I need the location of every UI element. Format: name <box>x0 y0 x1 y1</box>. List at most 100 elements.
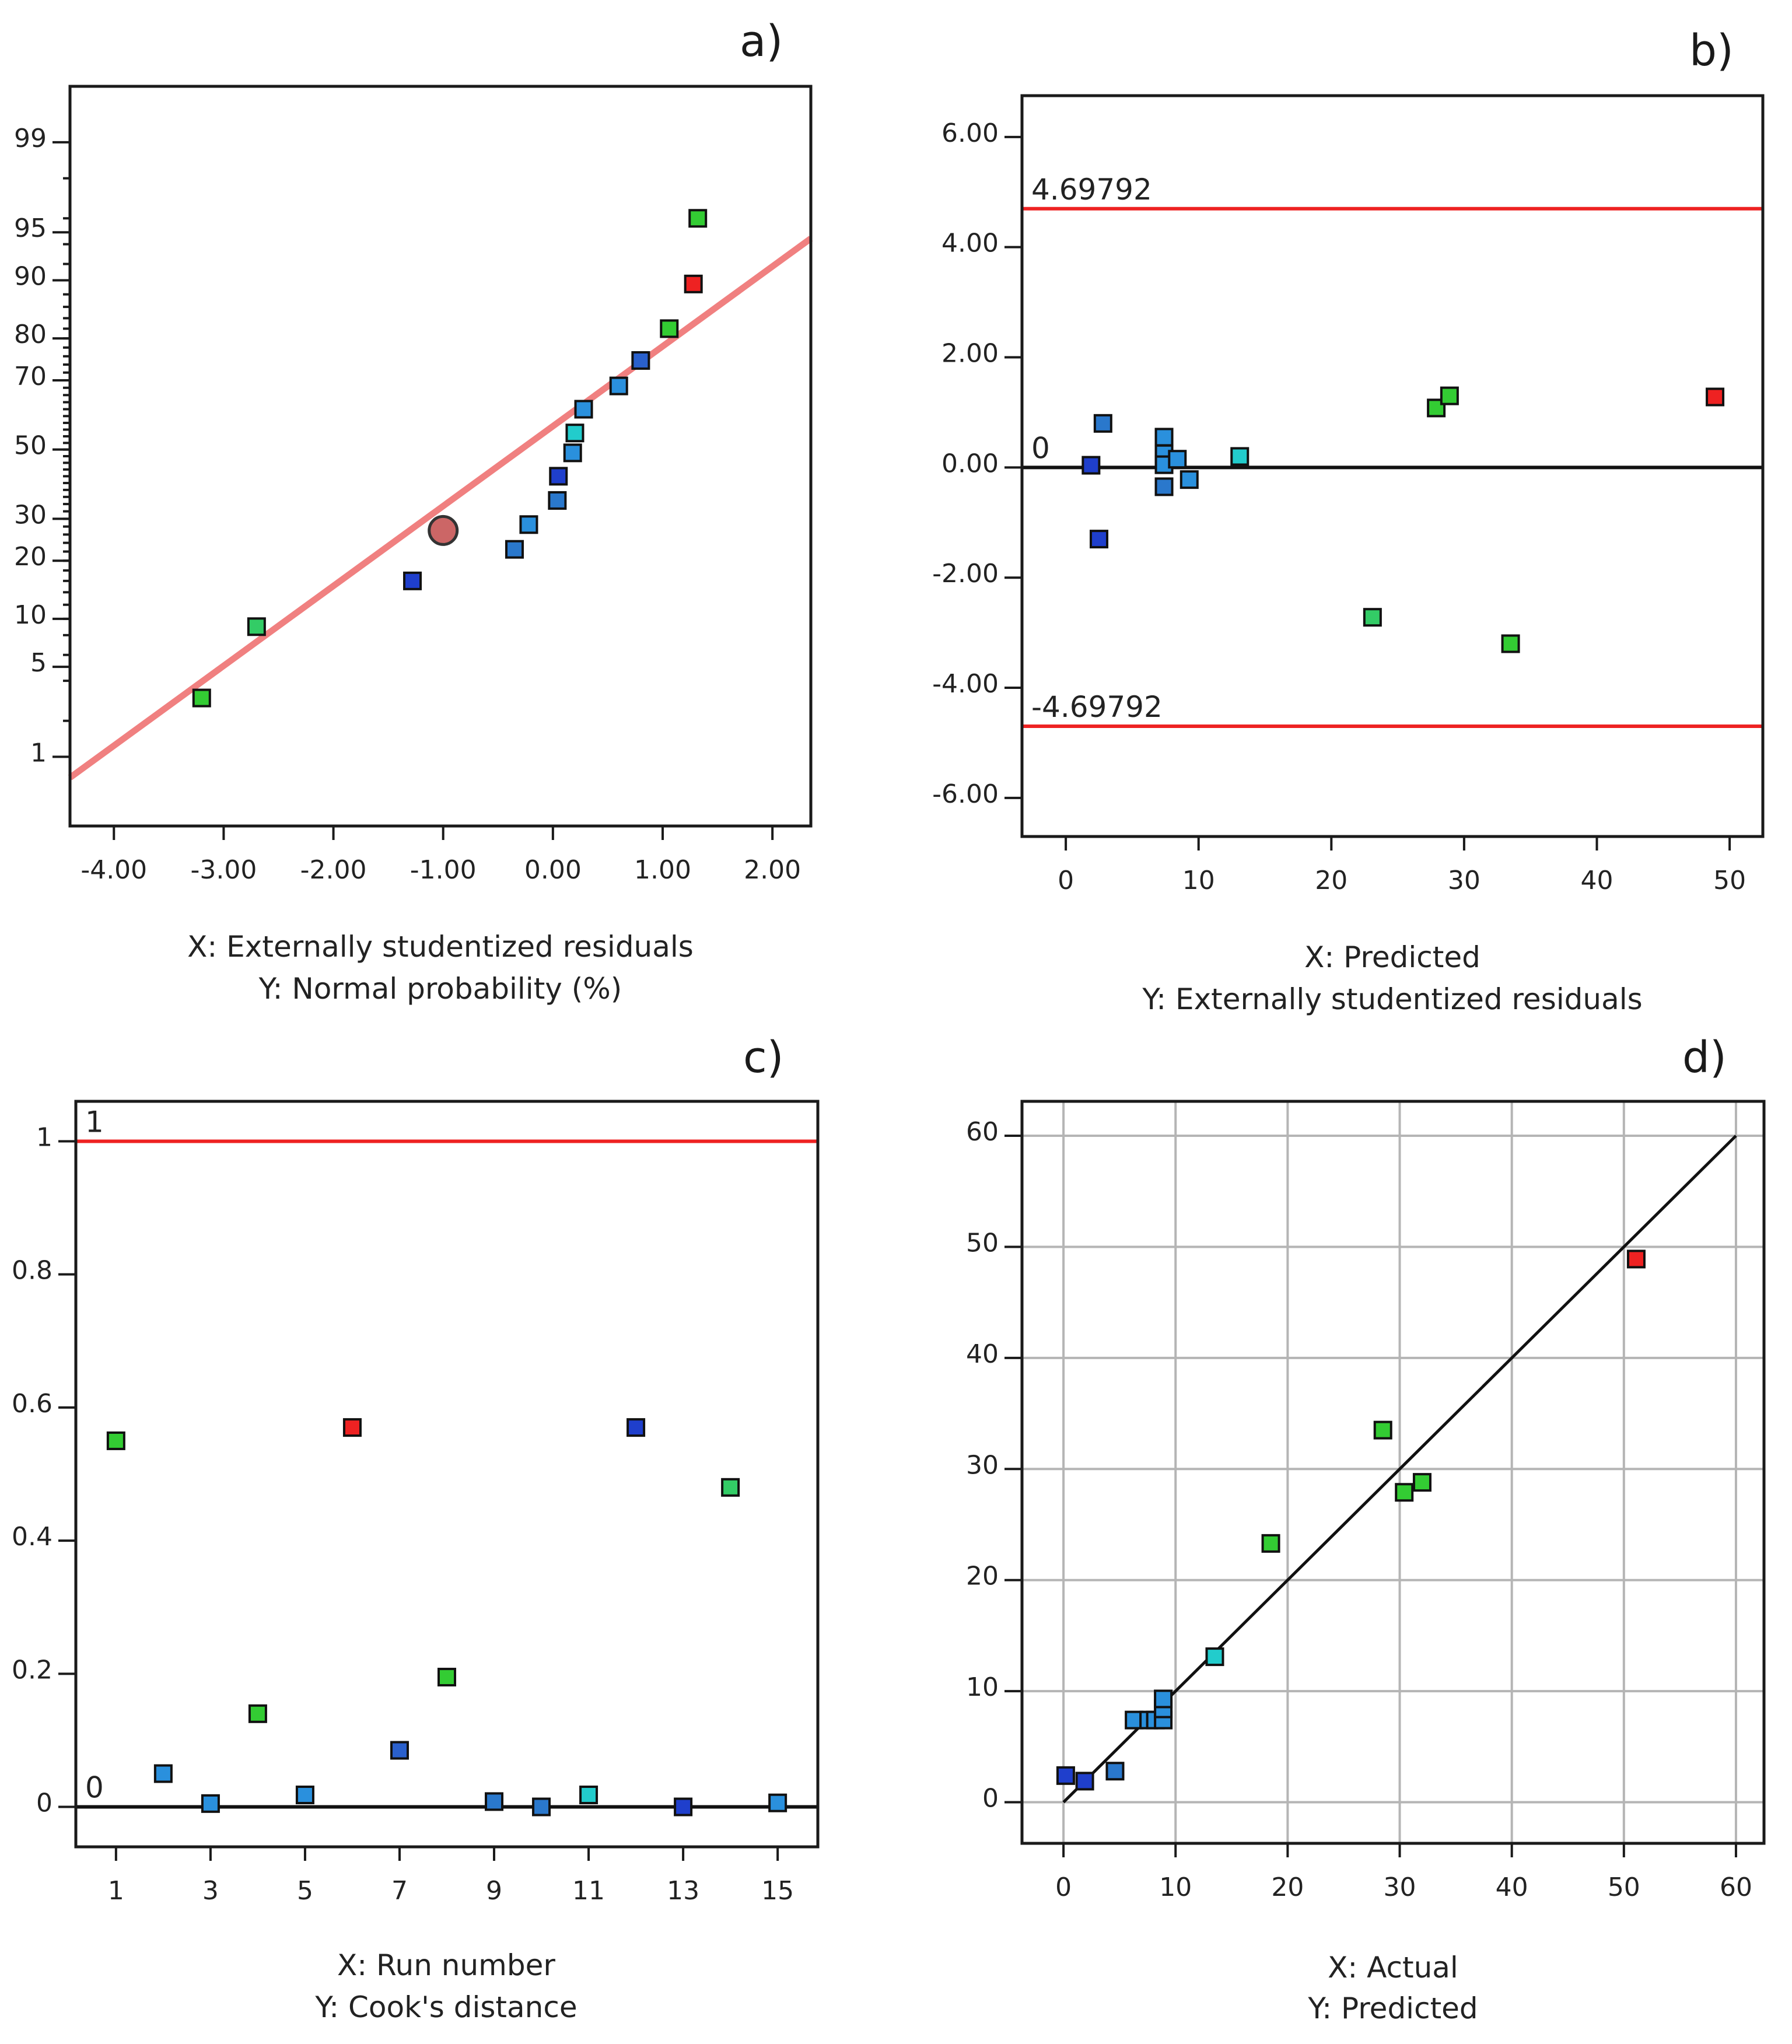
panel-b-x-tick-label: 50 <box>1713 866 1746 895</box>
panel-a-y-tick-label: 95 <box>14 214 47 243</box>
panel-d-data-point <box>1412 1473 1432 1492</box>
panel-a-data-point <box>192 688 211 708</box>
panel-a: a) -4.00 -3.00 -2.00 -1.00 0.00 1.00 2.00 1 5 10… <box>14 16 813 1006</box>
panel-c-y-tick-label: 0 <box>36 1788 52 1818</box>
panel-a-fit-line <box>68 236 813 780</box>
panel-c-y-tick-label: 0.8 <box>12 1256 52 1286</box>
panel-b-y-tick-label: -6.00 <box>932 779 999 809</box>
panel-b-data-point <box>1082 456 1101 475</box>
panel-c-data-point <box>153 1764 173 1783</box>
panel-b-data-point <box>1090 530 1109 549</box>
panel-b-y-axis-title: Y: Externally studentized residuals <box>1142 982 1642 1016</box>
panel-c-x-tick-label: 9 <box>486 1876 502 1906</box>
panel-a-data-point <box>688 209 708 228</box>
panel-b-data-point <box>1154 477 1174 496</box>
panel-b-data-point <box>1440 386 1459 405</box>
panel-d-x-tick-label: 10 <box>1159 1873 1192 1902</box>
panel-d-data-point <box>1154 1689 1173 1709</box>
panel-b: b) 4.69792 -4.69792 0 0 10 20 30 40 50 6.00 4.00… <box>932 26 1765 1016</box>
panel-b-y-tick-label: 6.00 <box>942 118 999 148</box>
panel-c-data-point <box>201 1794 220 1813</box>
panel-c-data-point <box>579 1785 598 1804</box>
panel-a-data-point <box>549 467 568 486</box>
panel-c-data-point <box>248 1704 267 1723</box>
panel-c-data-point <box>532 1797 551 1817</box>
panel-b-data-point <box>1180 470 1199 489</box>
panel-b-x-tick-label: 20 <box>1315 866 1348 895</box>
panel-d-x-tick-label: 20 <box>1271 1873 1304 1902</box>
panel-d-y-tick-label: 40 <box>966 1339 999 1369</box>
panel-b-ref-line-label: -4.69792 <box>1031 690 1163 724</box>
panel-d-label: d) <box>1682 1032 1727 1083</box>
panel-d-data-point <box>1075 1772 1094 1791</box>
panel-b-ref-line-label: 4.69792 <box>1031 173 1152 206</box>
panel-a-x-tick-label: -3.00 <box>190 855 257 885</box>
panel-a-x-tick-label: -4.00 <box>80 855 147 885</box>
panel-a-data-point <box>505 540 524 559</box>
panel-b-x-tick-label: 0 <box>1058 866 1074 895</box>
panel-d-data-point <box>1373 1420 1392 1440</box>
panel-d-y-tick-label: 50 <box>966 1228 999 1258</box>
panel-a-data-point <box>631 351 650 370</box>
panel-c-x-tick-label: 7 <box>391 1876 408 1906</box>
panel-c-ref-line-label: 0 <box>85 1771 104 1805</box>
panel-c-ref-line-label: 1 <box>85 1105 104 1139</box>
panel-b-data-point <box>1706 387 1725 407</box>
panel-d-y-tick-label: 0 <box>982 1784 999 1814</box>
panel-c-x-tick-label: 11 <box>572 1876 605 1906</box>
panel-a-y-tick-label: 30 <box>14 500 47 530</box>
panel-c-x-tick-label: 1 <box>108 1876 124 1906</box>
panel-b-y-tick-label: -2.00 <box>932 559 999 589</box>
panel-d-x-axis-title: X: Actual <box>1328 1951 1458 1985</box>
panel-c-data-point <box>295 1785 314 1804</box>
panel-a-y-tick-label: 99 <box>14 124 47 153</box>
panel-d-y-tick-label: 30 <box>966 1450 999 1480</box>
panel-c-data-point <box>768 1793 788 1812</box>
panel-a-y-tick-label: 70 <box>14 362 47 391</box>
panel-d-y-tick-label: 60 <box>966 1117 999 1147</box>
panel-a-data-point <box>684 274 703 293</box>
panel-a-data-point <box>519 515 538 534</box>
panel-c-plot-frame <box>74 1100 820 1849</box>
panel-a-data-point <box>563 443 582 463</box>
panel-c-y-tick-label: 0.2 <box>12 1655 52 1685</box>
panel-c-data-point <box>390 1741 409 1760</box>
panel-a-data-point <box>403 571 422 590</box>
panel-c-y-tick-label: 1 <box>36 1122 52 1152</box>
panel-d-data-point <box>1105 1762 1125 1781</box>
panel-c-x-tick-label: 5 <box>297 1876 313 1906</box>
panel-b-data-point <box>1093 414 1112 433</box>
panel-a-x-axis-title: X: Externally studentized residuals <box>187 930 694 964</box>
panel-c-x-axis-title: X: Run number <box>337 1948 555 1982</box>
panel-d: d) 0 10 20 30 40 50 60 60 50 40 30 20 10 0 X: Actual… <box>966 1032 1766 2025</box>
panel-a-x-tick-label: 2.00 <box>744 855 801 885</box>
panel-a-data-point <box>247 617 266 636</box>
panel-d-y-tick-label: 10 <box>966 1672 999 1702</box>
panel-b-y-tick-label: 2.00 <box>942 339 999 369</box>
panel-c-y-tick-label: 0.4 <box>12 1522 52 1552</box>
panel-c-label: c) <box>743 1032 784 1083</box>
panel-d-plot-frame <box>1020 1100 1766 1845</box>
panel-d-y-tick-label: 20 <box>966 1562 999 1591</box>
panel-b-x-axis-title: X: Predicted <box>1304 940 1480 974</box>
panel-a-data-point <box>548 491 567 510</box>
panel-b-plot-frame <box>1020 94 1765 838</box>
panel-a-y-tick-label: 50 <box>14 431 47 461</box>
panel-d-x-tick-label: 40 <box>1496 1873 1528 1902</box>
panel-a-label: a) <box>740 16 783 66</box>
panel-c: c) 10 1 3 5 7 9 11 13 15 10.80.60.40.20 X: Run … <box>12 1032 820 2024</box>
panel-c-data-point <box>438 1668 456 1687</box>
panel-b-ref-line-label: 0 <box>1031 431 1050 465</box>
panel-d-x-tick-label: 60 <box>1720 1873 1752 1902</box>
panel-c-x-tick-label: 15 <box>761 1876 794 1906</box>
panel-c-y-axis-title: Y: Cook's distance <box>314 1990 577 2024</box>
panel-a-highlight-point <box>428 514 459 546</box>
panel-c-data-point <box>342 1418 362 1437</box>
panel-a-y-tick-label: 80 <box>14 320 47 349</box>
panel-d-x-tick-label: 50 <box>1608 1873 1640 1902</box>
panel-c-x-tick-label: 13 <box>667 1876 699 1906</box>
panel-d-data-point <box>1395 1483 1414 1502</box>
panel-a-data-point <box>565 424 584 443</box>
panel-a-y-tick-label: 1 <box>30 738 47 768</box>
